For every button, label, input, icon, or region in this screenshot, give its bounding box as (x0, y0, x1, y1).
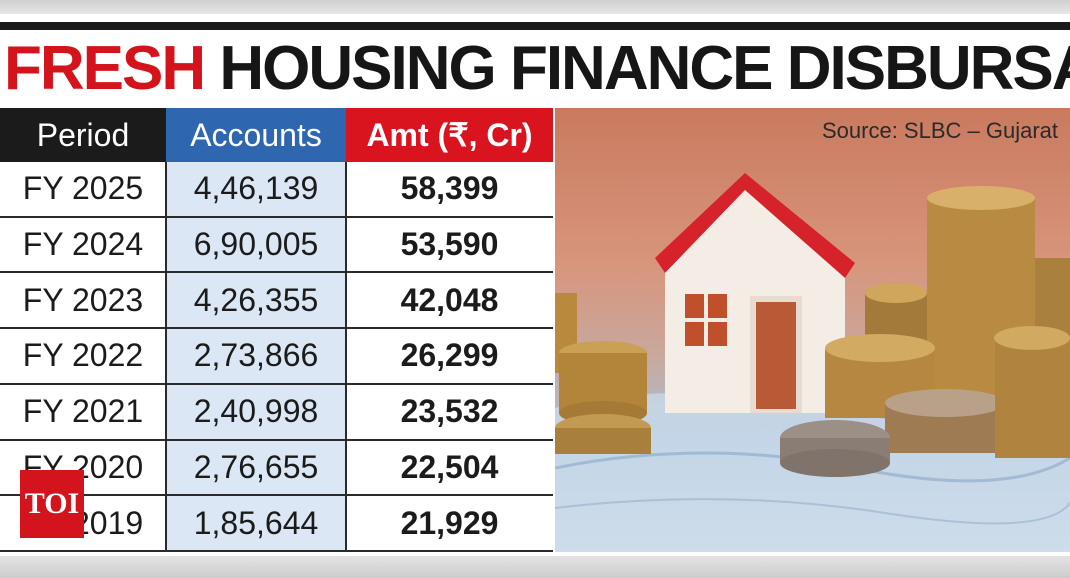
cell-accounts: 4,26,355 (193, 281, 319, 318)
column-divider (165, 162, 167, 552)
cell-accounts: 2,40,998 (193, 393, 319, 430)
house-coins-photo: Source: SLBC – Gujarat (555, 108, 1070, 552)
title-main-words: HOUSING FINANCE DISBURSALS (219, 34, 1070, 103)
toi-watermark-logo: TOI (20, 470, 84, 538)
cell-accounts: 2,73,866 (193, 337, 319, 374)
cell-amount: 21,929 (400, 504, 499, 541)
cell-period: FY 2021 (22, 393, 144, 430)
source-note: Source: SLBC – Gujarat (821, 118, 1058, 143)
cell-amount: 53,590 (400, 226, 499, 263)
coin-stack-left (555, 293, 651, 454)
cell-period: FY 2022 (22, 337, 144, 374)
house-and-coins-illustration (555, 173, 1070, 552)
cell-amount: 26,299 (400, 337, 499, 374)
coin-stack-right (780, 186, 1070, 477)
table-row: FY 2022 2,73,866 26,299 (0, 329, 553, 385)
accounts-column-shading (166, 162, 346, 552)
cell-period: FY 2023 (22, 281, 144, 318)
table-header: Period Accounts Amt (₹, Cr) (0, 108, 553, 162)
header-amount: Amt (₹, Cr) (346, 108, 553, 162)
cell-amount: 22,504 (400, 448, 499, 485)
header-accounts: Accounts (166, 108, 346, 162)
cell-accounts: 1,85,644 (193, 504, 319, 541)
cell-accounts: 2,76,655 (193, 448, 319, 485)
cell-accounts: 6,90,005 (193, 226, 319, 263)
title-accent-word: FRESH (4, 34, 206, 103)
bottom-strip (0, 556, 1070, 578)
cell-period: FY 2025 (22, 170, 144, 207)
table-row: FY 2021 2,40,998 23,532 (0, 385, 553, 441)
cell-amount: 23,532 (400, 393, 499, 430)
header-period: Period (0, 108, 166, 162)
cell-accounts: 4,46,139 (193, 170, 319, 207)
top-rule (0, 22, 1070, 30)
disbursal-table: Period Accounts Amt (₹, Cr) FY 2025 4,46,… (0, 108, 553, 552)
table-row: FY 2020 2,76,655 22,504 (0, 441, 553, 497)
table-row: FY 2025 4,46,139 58,399 (0, 162, 553, 218)
top-strip (0, 0, 1070, 14)
table-row: FY 2024 6,90,005 53,590 (0, 218, 553, 274)
cell-period: FY 2024 (22, 226, 144, 263)
table-row: FY 2023 4,26,355 42,048 (0, 273, 553, 330)
cell-amount: 58,399 (400, 170, 499, 207)
house-model (655, 173, 855, 413)
column-divider (345, 162, 347, 552)
infographic-title: FRESH HOUSING FINANCE DISBURSALS (0, 32, 1070, 106)
cell-amount: 42,048 (400, 281, 499, 318)
